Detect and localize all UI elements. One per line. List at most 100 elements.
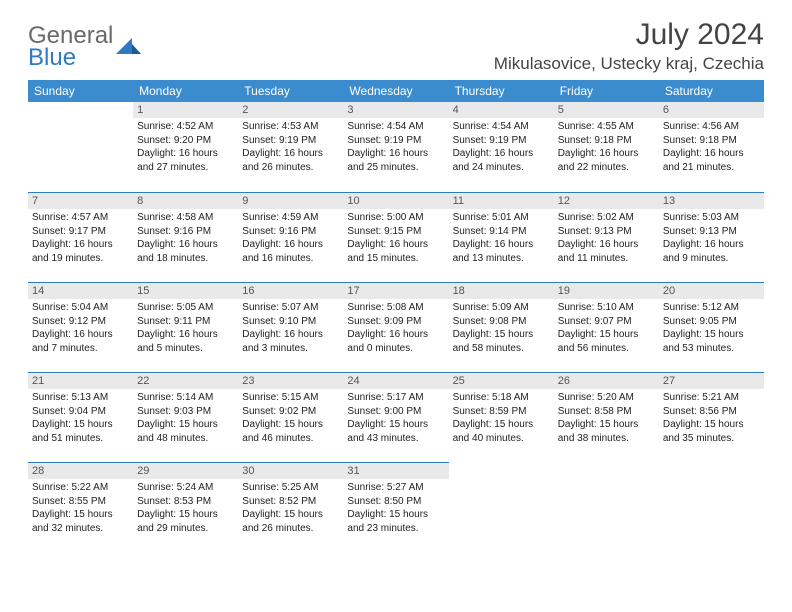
- daylight-text: and 40 minutes.: [453, 432, 550, 446]
- day-number: 14: [28, 282, 133, 299]
- daylight-text: Daylight: 16 hours: [137, 328, 234, 342]
- day-details: Sunrise: 5:21 AMSunset: 8:56 PMDaylight:…: [659, 389, 764, 449]
- daylight-text: Daylight: 15 hours: [32, 508, 129, 522]
- calendar-cell: 14Sunrise: 5:04 AMSunset: 9:12 PMDayligh…: [28, 282, 133, 372]
- weekday-header: Friday: [554, 80, 659, 102]
- day-details: Sunrise: 4:54 AMSunset: 9:19 PMDaylight:…: [343, 118, 448, 178]
- daylight-text: and 3 minutes.: [242, 342, 339, 356]
- header: General Blue July 2024 Mikulasovice, Ust…: [28, 18, 764, 74]
- daylight-text: and 19 minutes.: [32, 252, 129, 266]
- day-number: 22: [133, 372, 238, 389]
- month-title: July 2024: [494, 18, 764, 52]
- sunset-text: Sunset: 9:17 PM: [32, 225, 129, 239]
- day-details: Sunrise: 5:12 AMSunset: 9:05 PMDaylight:…: [659, 299, 764, 359]
- sunset-text: Sunset: 8:59 PM: [453, 405, 550, 419]
- calendar-body: 1Sunrise: 4:52 AMSunset: 9:20 PMDaylight…: [28, 102, 764, 552]
- daylight-text: Daylight: 16 hours: [347, 328, 444, 342]
- daylight-text: Daylight: 16 hours: [663, 147, 760, 161]
- daylight-text: Daylight: 15 hours: [453, 328, 550, 342]
- daylight-text: and 9 minutes.: [663, 252, 760, 266]
- day-details: Sunrise: 5:08 AMSunset: 9:09 PMDaylight:…: [343, 299, 448, 359]
- day-number: 25: [449, 372, 554, 389]
- sunrise-text: Sunrise: 5:14 AM: [137, 391, 234, 405]
- daylight-text: Daylight: 15 hours: [137, 418, 234, 432]
- calendar-cell: 9Sunrise: 4:59 AMSunset: 9:16 PMDaylight…: [238, 192, 343, 282]
- sunrise-text: Sunrise: 4:57 AM: [32, 211, 129, 225]
- sunset-text: Sunset: 9:02 PM: [242, 405, 339, 419]
- daylight-text: Daylight: 16 hours: [347, 238, 444, 252]
- sunset-text: Sunset: 9:08 PM: [453, 315, 550, 329]
- daylight-text: Daylight: 15 hours: [558, 418, 655, 432]
- day-number: 30: [238, 462, 343, 479]
- day-number: 1: [133, 102, 238, 118]
- day-number: 19: [554, 282, 659, 299]
- calendar-cell: 5Sunrise: 4:55 AMSunset: 9:18 PMDaylight…: [554, 102, 659, 192]
- day-details: Sunrise: 5:10 AMSunset: 9:07 PMDaylight:…: [554, 299, 659, 359]
- sunset-text: Sunset: 9:13 PM: [558, 225, 655, 239]
- day-details: Sunrise: 5:05 AMSunset: 9:11 PMDaylight:…: [133, 299, 238, 359]
- sunset-text: Sunset: 9:15 PM: [347, 225, 444, 239]
- daylight-text: Daylight: 16 hours: [558, 147, 655, 161]
- sunset-text: Sunset: 8:55 PM: [32, 495, 129, 509]
- calendar-cell: 4Sunrise: 4:54 AMSunset: 9:19 PMDaylight…: [449, 102, 554, 192]
- sunrise-text: Sunrise: 5:20 AM: [558, 391, 655, 405]
- calendar-cell: 6Sunrise: 4:56 AMSunset: 9:18 PMDaylight…: [659, 102, 764, 192]
- sunset-text: Sunset: 9:00 PM: [347, 405, 444, 419]
- sunset-text: Sunset: 9:19 PM: [242, 134, 339, 148]
- day-details: Sunrise: 5:04 AMSunset: 9:12 PMDaylight:…: [28, 299, 133, 359]
- daylight-text: and 53 minutes.: [663, 342, 760, 356]
- daylight-text: and 46 minutes.: [242, 432, 339, 446]
- sunrise-text: Sunrise: 5:17 AM: [347, 391, 444, 405]
- daylight-text: and 43 minutes.: [347, 432, 444, 446]
- day-details: Sunrise: 4:58 AMSunset: 9:16 PMDaylight:…: [133, 209, 238, 269]
- day-details: Sunrise: 4:52 AMSunset: 9:20 PMDaylight:…: [133, 118, 238, 178]
- calendar-cell: 26Sunrise: 5:20 AMSunset: 8:58 PMDayligh…: [554, 372, 659, 462]
- sunset-text: Sunset: 9:20 PM: [137, 134, 234, 148]
- sunrise-text: Sunrise: 5:02 AM: [558, 211, 655, 225]
- day-details: Sunrise: 5:14 AMSunset: 9:03 PMDaylight:…: [133, 389, 238, 449]
- sunrise-text: Sunrise: 5:22 AM: [32, 481, 129, 495]
- daylight-text: and 29 minutes.: [137, 522, 234, 536]
- calendar-cell: 8Sunrise: 4:58 AMSunset: 9:16 PMDaylight…: [133, 192, 238, 282]
- day-number: 20: [659, 282, 764, 299]
- day-number: 31: [343, 462, 448, 479]
- calendar-cell: 18Sunrise: 5:09 AMSunset: 9:08 PMDayligh…: [449, 282, 554, 372]
- calendar-cell: 7Sunrise: 4:57 AMSunset: 9:17 PMDaylight…: [28, 192, 133, 282]
- sunrise-text: Sunrise: 5:21 AM: [663, 391, 760, 405]
- day-details: Sunrise: 5:18 AMSunset: 8:59 PMDaylight:…: [449, 389, 554, 449]
- calendar-cell: 1Sunrise: 4:52 AMSunset: 9:20 PMDaylight…: [133, 102, 238, 192]
- daylight-text: Daylight: 15 hours: [347, 418, 444, 432]
- day-number: 9: [238, 192, 343, 209]
- sunrise-text: Sunrise: 5:10 AM: [558, 301, 655, 315]
- day-details: Sunrise: 5:09 AMSunset: 9:08 PMDaylight:…: [449, 299, 554, 359]
- daylight-text: and 26 minutes.: [242, 161, 339, 175]
- weekday-header: Thursday: [449, 80, 554, 102]
- daylight-text: Daylight: 15 hours: [137, 508, 234, 522]
- day-details: Sunrise: 5:27 AMSunset: 8:50 PMDaylight:…: [343, 479, 448, 539]
- sunrise-text: Sunrise: 4:52 AM: [137, 120, 234, 134]
- day-number: 27: [659, 372, 764, 389]
- sunset-text: Sunset: 9:07 PM: [558, 315, 655, 329]
- daylight-text: and 38 minutes.: [558, 432, 655, 446]
- sunrise-text: Sunrise: 4:54 AM: [453, 120, 550, 134]
- page: General Blue July 2024 Mikulasovice, Ust…: [0, 0, 792, 572]
- sunset-text: Sunset: 9:19 PM: [453, 134, 550, 148]
- day-number: 7: [28, 192, 133, 209]
- daylight-text: Daylight: 16 hours: [242, 328, 339, 342]
- sunrise-text: Sunrise: 5:24 AM: [137, 481, 234, 495]
- daylight-text: Daylight: 16 hours: [137, 147, 234, 161]
- sunset-text: Sunset: 9:13 PM: [663, 225, 760, 239]
- daylight-text: and 27 minutes.: [137, 161, 234, 175]
- daylight-text: Daylight: 15 hours: [242, 418, 339, 432]
- sunset-text: Sunset: 8:50 PM: [347, 495, 444, 509]
- day-details: Sunrise: 4:55 AMSunset: 9:18 PMDaylight:…: [554, 118, 659, 178]
- sunset-text: Sunset: 9:18 PM: [558, 134, 655, 148]
- sunset-text: Sunset: 9:14 PM: [453, 225, 550, 239]
- sunset-text: Sunset: 9:16 PM: [242, 225, 339, 239]
- day-details: Sunrise: 4:57 AMSunset: 9:17 PMDaylight:…: [28, 209, 133, 269]
- day-details: Sunrise: 5:22 AMSunset: 8:55 PMDaylight:…: [28, 479, 133, 539]
- sunrise-text: Sunrise: 5:01 AM: [453, 211, 550, 225]
- daylight-text: Daylight: 16 hours: [242, 238, 339, 252]
- day-number: 23: [238, 372, 343, 389]
- calendar-cell: 11Sunrise: 5:01 AMSunset: 9:14 PMDayligh…: [449, 192, 554, 282]
